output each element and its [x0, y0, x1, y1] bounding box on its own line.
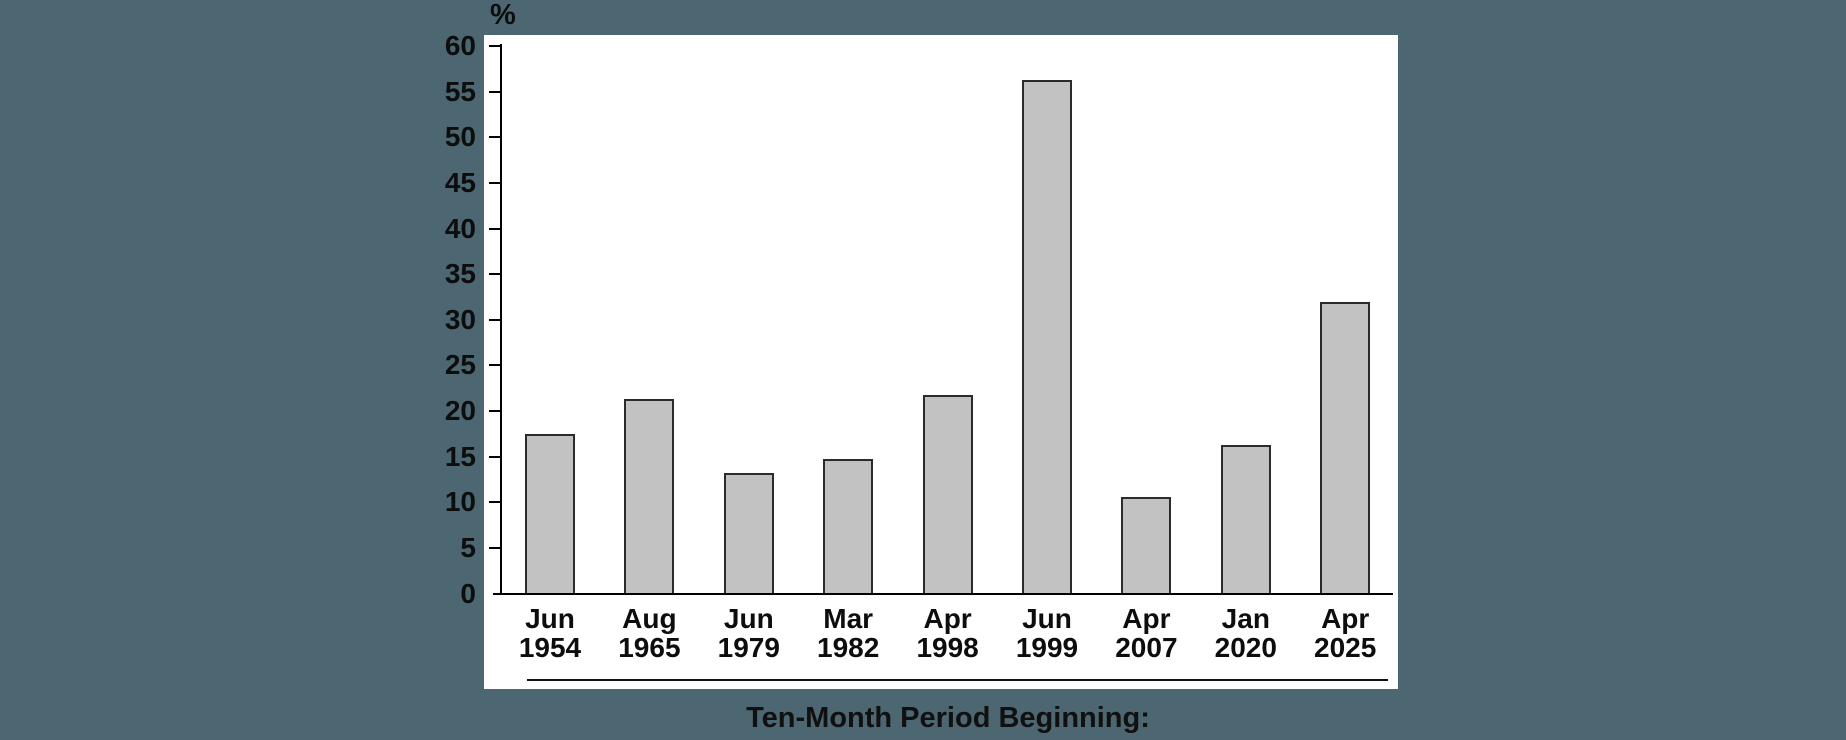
x-axis-tick-label: Jun 1979	[717, 603, 780, 663]
bar	[723, 473, 774, 593]
y-axis-tick-label: 25	[444, 349, 476, 381]
y-axis-tick-mark	[489, 273, 501, 276]
bar	[624, 399, 675, 593]
x-axis-tick-label: Mar 1982	[817, 603, 880, 663]
bar	[1121, 496, 1172, 593]
bar	[1320, 302, 1371, 593]
bar	[1220, 444, 1271, 593]
x-axis-tick-label: Aug 1965	[618, 603, 681, 663]
y-axis-tick-label: 40	[444, 212, 476, 244]
y-axis-tick-mark	[489, 136, 501, 139]
bar	[922, 395, 973, 593]
x-axis-tick-label: Apr 2025	[1314, 603, 1377, 663]
y-axis-tick-label: 60	[444, 30, 476, 61]
y-axis-tick-label: 20	[444, 395, 476, 426]
x-axis-label-underline	[527, 679, 1388, 681]
x-axis-tick-label: Apr 1998	[916, 603, 979, 663]
y-axis-unit-label: %	[490, 0, 516, 31]
x-axis-tick-label: Jan 2020	[1214, 603, 1277, 663]
y-axis-tick-label: 45	[444, 166, 476, 198]
y-axis-tick-mark	[489, 45, 501, 47]
y-axis-tick-label: 15	[444, 440, 476, 472]
y-axis-tick-mark	[489, 501, 501, 504]
y-axis-tick-mark	[489, 546, 501, 549]
y-axis-tick-label: 5	[460, 531, 476, 563]
bar	[1022, 79, 1072, 593]
y-axis-tick-label: 30	[444, 303, 476, 335]
y-axis-tick-mark	[489, 90, 501, 93]
y-axis-tick-mark	[489, 318, 501, 321]
y-axis-tick-label: 35	[444, 258, 476, 290]
y-axis-tick-label: 50	[444, 121, 476, 153]
y-axis-tick-label: 55	[444, 75, 476, 107]
x-axis-title: Ten-Month Period Beginning:	[746, 702, 1150, 734]
y-axis-tick-mark	[489, 227, 501, 230]
x-axis-tick-label: Jun 1999	[1015, 603, 1079, 663]
y-axis-tick-label: 10	[444, 486, 476, 518]
y-axis-tick-mark	[489, 364, 501, 367]
x-axis-baseline	[493, 593, 1393, 595]
x-axis-tick-label: Apr 2007	[1115, 603, 1178, 663]
y-axis-tick-mark	[489, 410, 501, 412]
y-axis-tick-label: 0	[460, 577, 476, 609]
y-axis-tick-mark	[489, 181, 501, 184]
y-axis-line	[500, 44, 502, 595]
y-axis-tick-mark	[489, 455, 501, 458]
bar	[525, 433, 575, 593]
x-axis-tick-label: Jun 1954	[518, 603, 582, 663]
bar	[823, 459, 874, 593]
